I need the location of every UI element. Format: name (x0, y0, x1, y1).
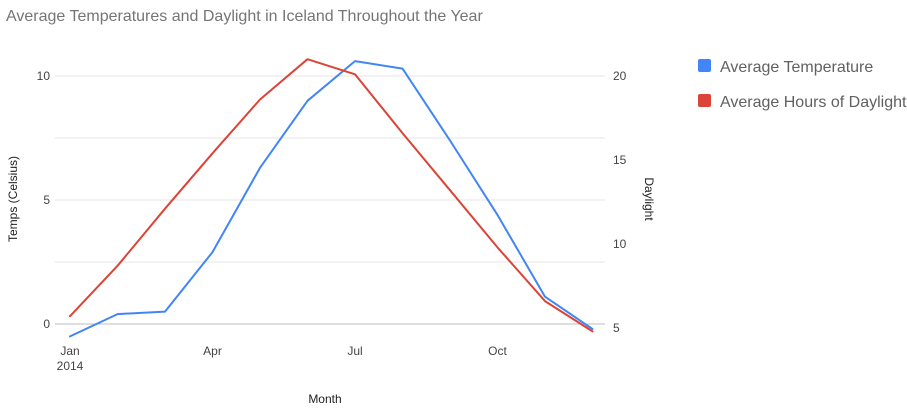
x-tick-label: Jan (60, 344, 79, 358)
right-tick-label: 20 (613, 69, 627, 83)
legend-swatch (698, 94, 711, 107)
temperature-series-line (69, 60, 594, 338)
x-tick-label: Jul (347, 344, 362, 358)
left-axis-ticks: 0 5 10 (37, 69, 51, 331)
x-tick-sublabel: 2014 (57, 359, 84, 373)
x-axis-title: Month (308, 392, 341, 406)
series-lines (69, 58, 594, 338)
right-tick-label: 15 (613, 153, 627, 167)
chart-title: Average Temperatures and Daylight in Ice… (6, 8, 483, 25)
left-axis-title: Temps (Celsius) (6, 156, 20, 242)
right-tick-label: 5 (613, 321, 620, 335)
daylight-series-line (69, 58, 594, 333)
legend-label: Average Temperature (720, 59, 873, 76)
legend-swatch (698, 59, 711, 72)
legend: Average Temperature Average Hours of Dayl… (698, 59, 907, 111)
gridlines (55, 75, 605, 325)
legend-label: Average Hours of Daylight (720, 94, 907, 111)
right-axis-title: Daylight (642, 177, 656, 221)
right-axis-ticks: 5 10 15 20 (613, 69, 627, 335)
right-tick-label: 10 (613, 237, 627, 251)
left-tick-label: 5 (43, 193, 50, 207)
left-tick-label: 0 (43, 317, 50, 331)
x-tick-label: Oct (488, 344, 507, 358)
x-tick-label: Apr (203, 344, 222, 358)
left-tick-label: 10 (37, 69, 51, 83)
